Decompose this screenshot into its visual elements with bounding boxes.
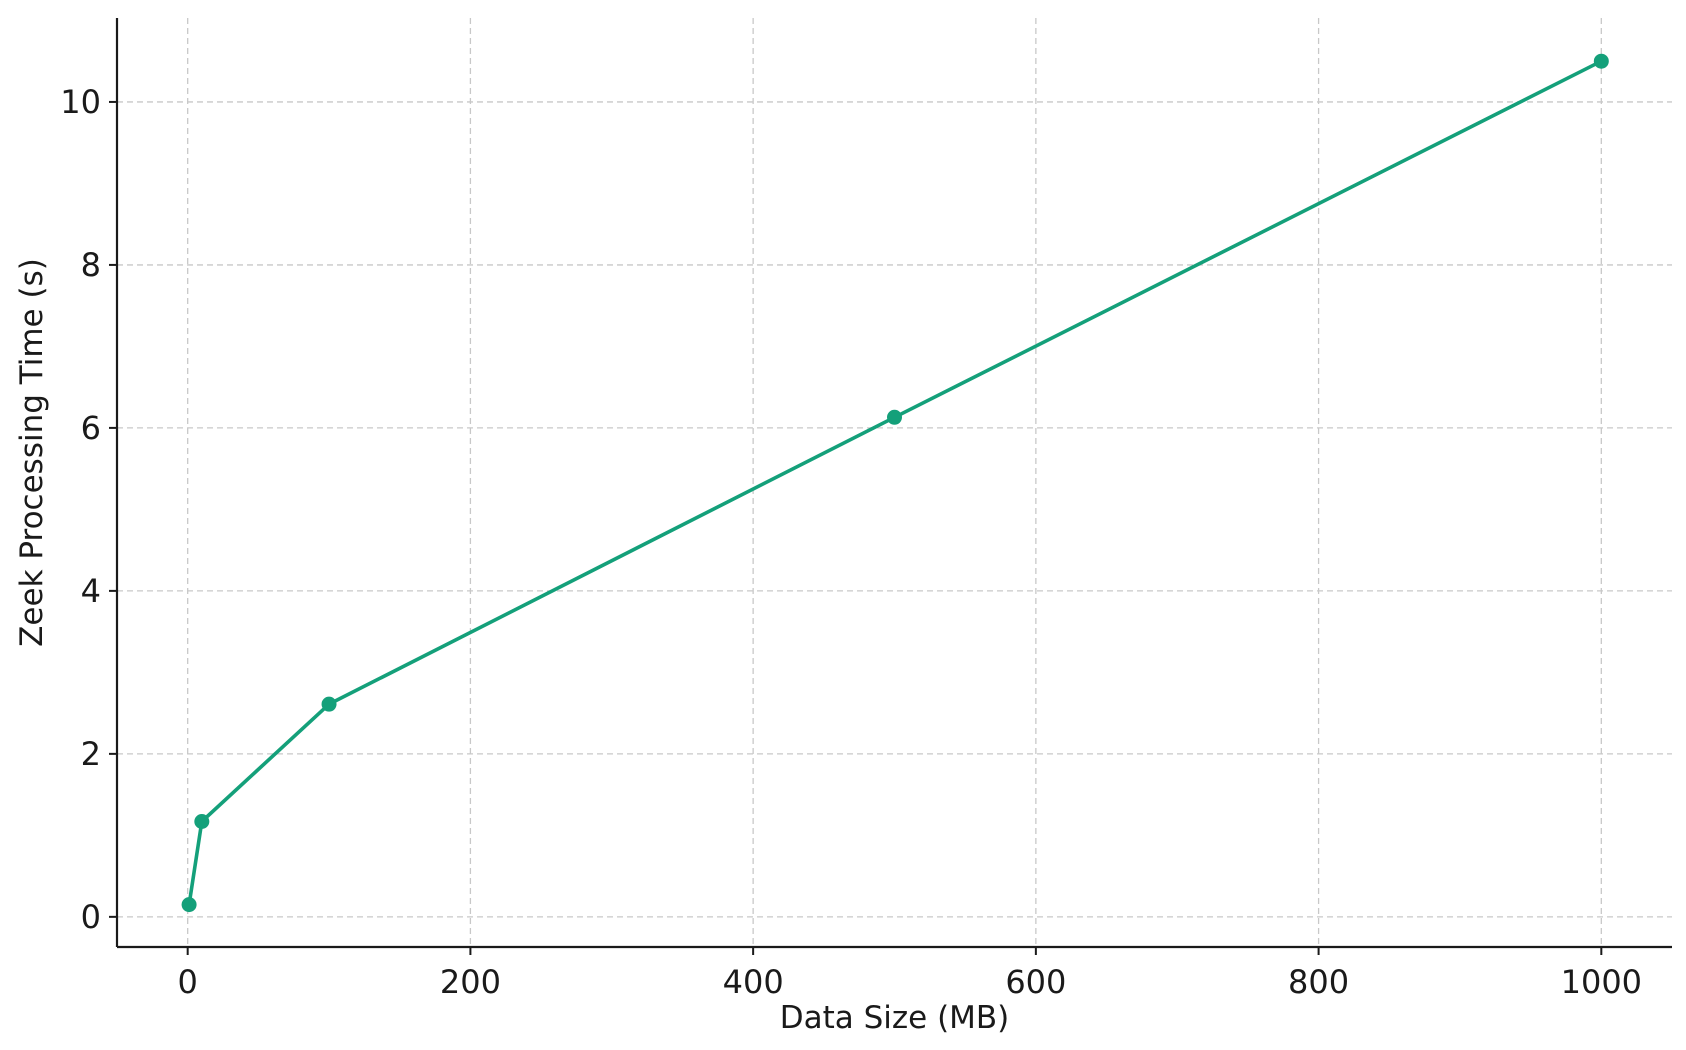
y-axis-ticks: 0 2 4 6 8 10: [60, 83, 117, 936]
y-tick-label: 8: [81, 246, 101, 284]
y-tick-label: 4: [81, 572, 101, 610]
x-tick-label: 800: [1288, 963, 1349, 1001]
x-tick-label: 1000: [1561, 963, 1642, 1001]
data-point: [321, 696, 337, 712]
x-axis-ticks: 0 200 400 600 800 1000: [178, 947, 1642, 1001]
x-tick-label: 600: [1005, 963, 1066, 1001]
y-axis-label: Zeek Processing Time (s): [14, 258, 50, 647]
series-layer: [181, 53, 1609, 913]
series-line: [187, 59, 1604, 907]
data-point: [1593, 53, 1609, 69]
data-point: [887, 409, 902, 425]
x-axis-label: Data Size (MB): [780, 1000, 1010, 1036]
x-gridlines: [187, 18, 1602, 947]
y-tick-label: 10: [60, 83, 101, 121]
x-tick-label: 400: [723, 963, 784, 1001]
y-tick-label: 2: [81, 735, 101, 773]
x-tick-label: 200: [440, 963, 501, 1001]
y-tick-label: 0: [81, 898, 101, 936]
data-point: [181, 897, 197, 913]
y-gridlines: [117, 101, 1672, 918]
y-tick-label: 6: [81, 409, 101, 447]
x-tick-label: 0: [178, 963, 198, 1001]
data-point: [194, 814, 210, 830]
